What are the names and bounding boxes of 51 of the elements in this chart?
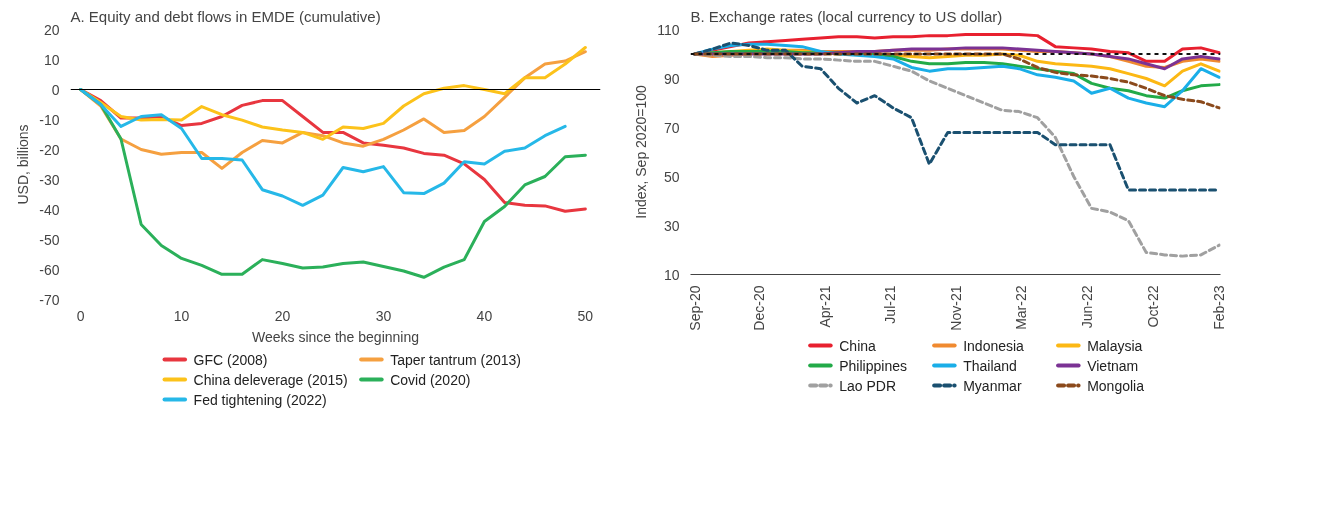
y-tick-label: -20: [39, 141, 60, 158]
y-tick-label: -40: [39, 201, 60, 218]
y-tick-label: 0: [51, 81, 60, 98]
y-tick-label: 110: [657, 21, 680, 38]
legend-label: Indonesia: [963, 337, 1025, 354]
line-series: [693, 52, 1221, 110]
x-tick-label: Sep-20: [686, 285, 703, 331]
y-tick-label: 70: [663, 119, 680, 136]
chart-title: B. Exchange rates (local currency to US dollar): [690, 7, 1003, 25]
legend-label: Fed tightening (2022): [193, 391, 327, 408]
legend-label: Vietnam: [1087, 357, 1139, 374]
y-tick-label: -30: [39, 171, 60, 188]
y-tick-label: 30: [663, 217, 680, 234]
y-axis-title: USD, billions: [15, 124, 32, 205]
x-tick-label: Mar-22: [1013, 285, 1030, 330]
y-tick-label: -60: [39, 261, 60, 278]
y-tick-label: 90: [663, 70, 680, 87]
x-tick-label: 50: [577, 307, 594, 324]
x-axis-title: Weeks since the beginning: [251, 328, 420, 345]
legend-label: Philippines: [839, 357, 907, 374]
legend-label: Myanmar: [963, 377, 1022, 394]
y-tick-label: 50: [663, 168, 680, 185]
legend-label: Malaysia: [1087, 337, 1143, 354]
legend-label: GFC (2008): [193, 351, 268, 368]
x-tick-label: Oct-22: [1144, 285, 1161, 328]
legend-label: Mongolia: [1087, 377, 1145, 394]
x-tick-label: 20: [274, 307, 291, 324]
y-axis-title: Index, Sep 2020=100: [633, 85, 650, 219]
y-tick-label: 10: [43, 51, 60, 68]
x-tick-label: Apr-21: [816, 285, 833, 328]
x-tick-label: Dec-20: [751, 285, 768, 331]
legend-label: Thailand: [963, 357, 1017, 374]
legend-label: Lao PDR: [839, 377, 897, 394]
x-tick-label: Jun-22: [1078, 285, 1095, 329]
y-tick-label: 20: [43, 21, 60, 38]
legend-label: Taper tantrum (2013): [390, 351, 521, 368]
x-tick-label: 10: [173, 307, 190, 324]
y-tick-label: -70: [39, 291, 60, 308]
x-tick-label: 30: [375, 307, 392, 324]
y-tick-label: -50: [39, 231, 60, 248]
x-tick-label: 40: [476, 307, 493, 324]
x-tick-label: 0: [76, 307, 85, 324]
x-tick-label: Feb-23: [1211, 285, 1228, 330]
x-tick-label: Jul-21: [882, 285, 899, 324]
legend-label: China deleverage (2015): [193, 371, 348, 388]
legend-label: Covid (2020): [390, 371, 471, 388]
x-tick-label: Nov-21: [948, 285, 965, 331]
chart-title: A. Equity and debt flows in EMDE (cumulative): [70, 7, 381, 25]
y-tick-label: -10: [39, 111, 60, 128]
y-tick-label: 10: [663, 266, 680, 283]
legend-label: China: [839, 337, 877, 354]
